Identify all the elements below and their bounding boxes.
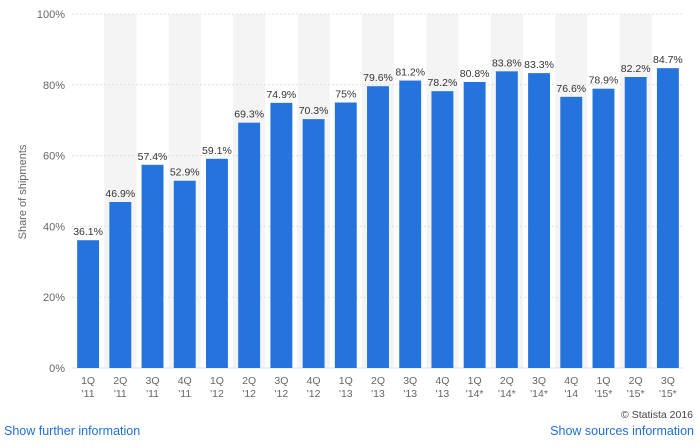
bar [109,201,132,368]
bar [495,71,518,369]
bar [528,73,551,369]
x-tick-label: '11 [146,388,159,400]
x-tick-label: '14* [530,388,548,400]
x-tick-label: '12 [242,388,256,400]
bar [77,240,100,368]
x-tick-label: 2Q [113,375,127,387]
x-tick-label: '12 [210,388,224,400]
y-tick-label: 60% [43,151,65,163]
x-tick-label: 2Q [371,375,385,387]
x-tick-label: '13 [371,388,385,400]
data-label: 79.6% [363,72,393,84]
bar [367,86,389,368]
y-axis-label: Share of shipments [17,144,29,239]
x-tick-label: '11 [178,388,191,400]
x-tick-label: '14* [466,388,484,400]
x-tick-label: 1Q [339,375,353,387]
x-tick-label: '13 [436,388,450,400]
x-tick-label: 1Q [596,375,610,387]
data-label: 57.4% [138,151,168,163]
x-tick-label: '15* [595,388,613,400]
x-axis-ticks: 1Q'112Q'113Q'114Q'111Q'122Q'123Q'124Q'12… [81,375,677,400]
data-label: 74.9% [266,89,296,101]
statista-credit: © Statista 2016 [621,409,693,421]
show-sources-information-link[interactable]: Show sources information [550,424,694,438]
data-label: 80.8% [460,68,490,80]
data-labels: 36.1% 46.9% 57.4%52.9%59.1% 69.3%74.9%70.3%… [73,54,683,238]
x-tick-label: '15* [659,388,677,400]
y-tick-label: 80% [43,80,65,92]
data-label: 76.6% [556,83,586,95]
y-tick-label: 100% [37,9,65,21]
x-tick-label: 3Q [532,375,546,387]
data-label: 83.3% [524,59,554,71]
bar [431,91,454,368]
x-tick-label: '14* [498,388,516,400]
x-tick-label: 3Q [274,375,288,387]
x-tick-label: '11 [82,388,95,400]
bar [463,81,486,368]
bar [592,88,615,368]
bar [302,119,325,368]
y-tick-label: 0% [49,363,65,375]
x-tick-label: '12 [307,388,321,400]
x-tick-label: '15* [627,388,645,400]
y-axis-ticks: 0% 20% 40% 60% 80% 100% [37,9,65,375]
x-tick-label: 1Q [468,375,482,387]
bar [334,102,357,368]
x-tick-label: '14 [564,388,578,400]
x-tick-label: 1Q [81,375,95,387]
data-label: 78.9% [589,75,619,87]
x-tick-label: 2Q [242,375,256,387]
x-tick-label: 1Q [210,375,224,387]
bar [238,122,261,368]
y-tick-label: 20% [43,292,65,304]
bar [624,77,647,369]
x-tick-label: '13 [403,388,417,400]
x-tick-label: '13 [339,388,353,400]
x-tick-label: '11 [114,388,127,400]
x-tick-label: 3Q [661,375,675,387]
data-label: 46.9% [105,188,135,200]
data-label: 82.2% [621,63,651,75]
bar [141,164,164,368]
x-tick-label: 4Q [435,375,449,387]
data-label: 78.2% [428,77,458,89]
bar [399,80,422,368]
x-tick-label: 4Q [564,375,578,387]
data-label: 52.9% [170,167,200,179]
show-further-information-link[interactable]: Show further information [4,424,141,438]
data-label: 70.3% [299,105,329,117]
x-tick-label: '12 [275,388,289,400]
bar [205,158,228,368]
data-label: 83.8% [492,57,522,69]
bar [656,68,679,369]
bar [560,96,583,368]
bars [77,68,679,369]
x-tick-label: 2Q [629,375,643,387]
x-tick-label: 2Q [500,375,514,387]
x-tick-label: 4Q [307,375,321,387]
data-label: 81.2% [395,67,425,79]
x-tick-label: 3Q [146,375,160,387]
bar [173,180,196,368]
data-label: 36.1% [73,226,103,238]
data-label: 59.1% [202,145,232,157]
x-tick-label: 3Q [403,375,417,387]
data-label: 84.7% [653,54,683,66]
y-tick-label: 40% [43,221,65,233]
bar [270,102,293,368]
data-label: 75% [335,89,356,101]
x-tick-label: 4Q [178,375,192,387]
data-label: 69.3% [234,109,264,121]
